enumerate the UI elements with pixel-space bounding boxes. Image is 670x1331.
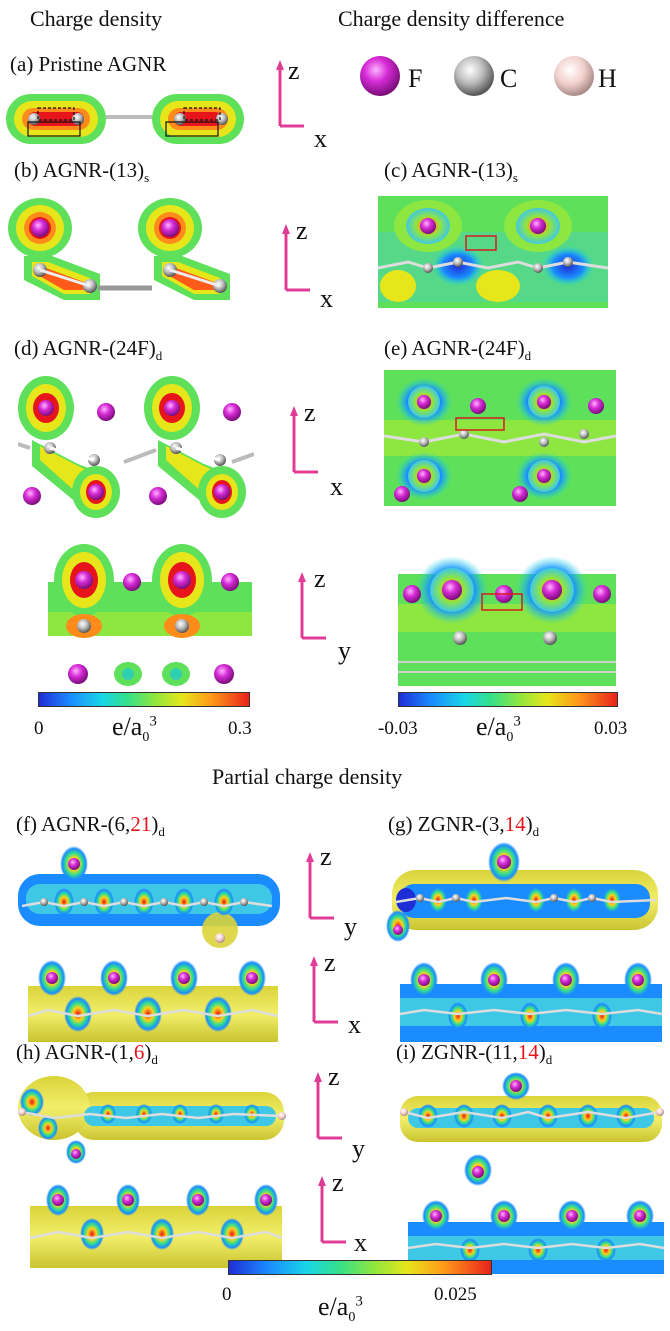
heading-partial-charge-density: Partial charge density [212, 764, 403, 789]
axis-h-y: y [352, 1134, 365, 1163]
panel-a-figure [6, 94, 244, 144]
axis-b-z: z [296, 216, 308, 245]
legend-c-label: C [500, 64, 518, 93]
carbon-atom-swatch [454, 56, 494, 96]
panel-h-label: (h) AGNR-(1,6)d [16, 1040, 158, 1068]
difference-colorbar [398, 692, 618, 707]
fluorine-atom-swatch [360, 56, 400, 96]
panel-i-label: (i) ZGNR-(11,14)d [396, 1040, 553, 1068]
axis-h-z: z [328, 1062, 340, 1091]
heading-charge-density: Charge density [30, 6, 163, 31]
partial-colorbar [228, 1260, 492, 1275]
panel-f-label: (f) AGNR-(6,21)d [16, 812, 165, 840]
axis-indicator-f-side [310, 956, 338, 1024]
panel-c-figure [378, 196, 608, 308]
density-colorbar-min: 0 [34, 718, 44, 739]
panel-c-label: (c) AGNR-(13)s [384, 158, 518, 186]
axis-f-y: y [344, 912, 357, 941]
panel-d-side-figure [48, 544, 252, 686]
axis-hs-z: z [332, 1168, 344, 1197]
axis-f-z: z [320, 842, 332, 871]
panel-e-figure [384, 370, 616, 506]
axis-indicator-d [290, 406, 318, 474]
partial-colorbar-min: 0 [222, 1284, 232, 1305]
difference-colorbar-min: -0.03 [378, 718, 418, 739]
legend-h-label: H [598, 64, 617, 93]
axis-fs-z: z [324, 948, 336, 977]
axis-indicator-b [282, 224, 310, 292]
heading-charge-density-difference: Charge density difference [338, 6, 565, 31]
panel-a-label: (a) Pristine AGNR [10, 52, 167, 76]
panel-h-side-figure [30, 1184, 282, 1268]
density-colorbar [38, 692, 250, 707]
panel-e-side-figure [398, 556, 616, 686]
panel-b-label: (b) AGNR-(13)s [14, 158, 150, 186]
panel-g-label: (g) ZGNR-(3,14)d [388, 812, 540, 840]
atom-legend [360, 56, 594, 96]
panel-e-label: (e) AGNR-(24F)d [384, 336, 532, 364]
panel-g-figure [386, 842, 658, 942]
panel-d-label: (d) AGNR-(24F)d [14, 336, 163, 364]
axis-b-x: x [320, 284, 333, 313]
axis-hs-x: x [354, 1228, 367, 1257]
panel-f-figure [18, 846, 280, 948]
axis-indicator-f [306, 852, 334, 920]
axis-a-z: z [288, 56, 300, 85]
partial-colorbar-unit: e/a03 [318, 1292, 363, 1326]
axis-indicator-a [276, 60, 304, 128]
difference-colorbar-max: 0.03 [594, 718, 628, 739]
axis-d-x: x [330, 472, 343, 501]
density-colorbar-unit: e/a03 [112, 712, 157, 746]
panel-b-figure [8, 198, 230, 300]
panel-g-side-figure [400, 962, 662, 1042]
axis-ds-z: z [314, 564, 326, 593]
partial-colorbar-max: 0.025 [434, 1284, 477, 1305]
panel-i-side-figure [408, 1200, 664, 1274]
panel-d-figure [18, 376, 254, 518]
difference-colorbar-unit: e/a03 [476, 712, 521, 746]
axis-fs-x: x [348, 1010, 361, 1039]
hydrogen-atom-swatch [554, 56, 594, 96]
panel-h-figure [18, 1076, 286, 1164]
axis-ds-y: y [338, 636, 351, 665]
density-colorbar-max: 0.3 [228, 718, 252, 739]
panel-i-figure [400, 1072, 664, 1186]
axis-d-z: z [304, 398, 316, 427]
axis-indicator-d-side [298, 572, 326, 640]
axis-indicator-h-side [318, 1176, 346, 1244]
legend-f-label: F [408, 64, 423, 93]
panel-f-side-figure [28, 960, 278, 1042]
axis-indicator-h [314, 1072, 342, 1140]
axis-a-x: x [314, 124, 327, 153]
